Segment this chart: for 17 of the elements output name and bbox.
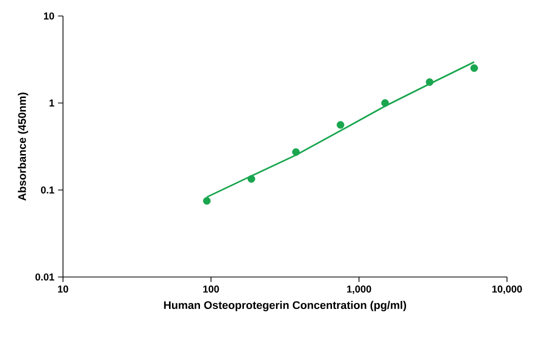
y-tick-label: 1 [50,100,54,106]
point [248,175,256,183]
y-tick-label: 10 [44,12,54,20]
y-axis-title: Absorbance (450nm) [18,92,28,201]
point [381,99,389,107]
x-axis-title: Human Osteoprotegerin Concentration (pg/ml) [164,300,406,312]
point [203,197,211,205]
y-tick-label: 0.1 [40,186,54,194]
point [292,148,300,156]
point [426,78,434,86]
x-tick-label: 100 [203,286,219,293]
point [470,64,478,72]
point [336,121,344,129]
y-tick-label: 0.01 [35,273,54,281]
x-tick-label: 10 [58,286,68,293]
x-tick-label: 10,000 [492,286,522,294]
x-tick-label: 1,000 [347,286,372,294]
